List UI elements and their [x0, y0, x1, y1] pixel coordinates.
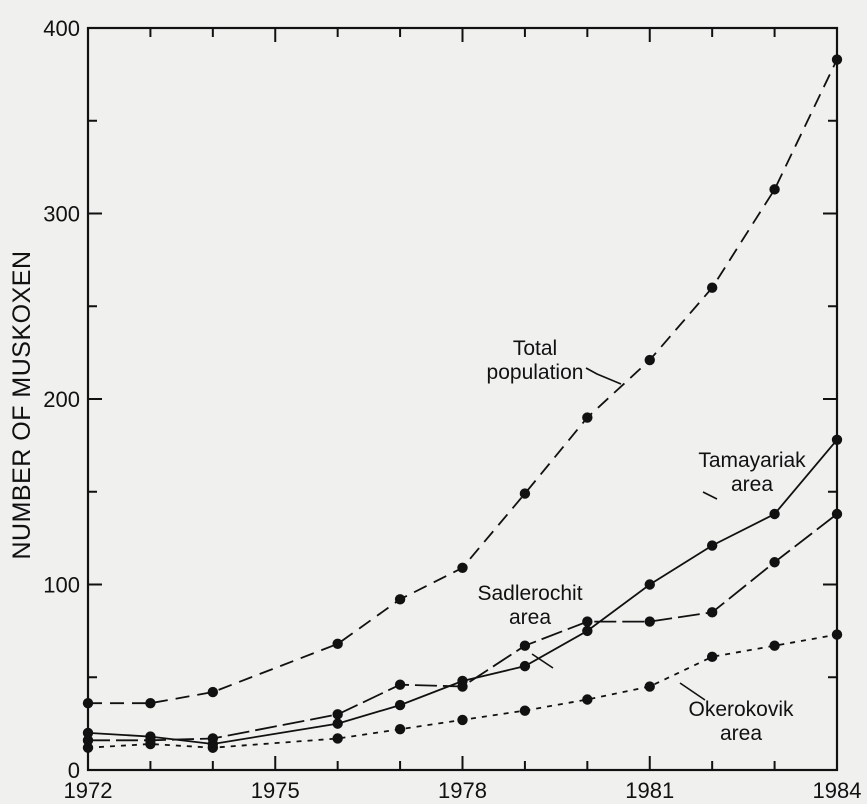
data-point-okerokovik-area: [457, 714, 468, 726]
series-total-population: [82, 54, 843, 709]
plot-frame: [86, 26, 839, 772]
data-point-okerokovik-area: [394, 723, 406, 735]
annotation-leader-line: [702, 491, 718, 500]
data-point-sadlerochit-area: [332, 709, 343, 720]
data-point-okerokovik-area: [332, 733, 343, 744]
annotation-leader-line: [531, 653, 554, 669]
data-point-total-population: [706, 282, 718, 293]
series-okerokovik-area: [82, 629, 843, 753]
data-point-tamayariak-area: [831, 434, 843, 446]
y-tick-label: 100: [43, 573, 80, 598]
x-tick-label: 1978: [438, 778, 487, 803]
data-point-total-population: [769, 184, 780, 195]
data-point-total-population: [145, 698, 156, 709]
data-point-sadlerochit-area: [644, 616, 655, 627]
data-point-tamayariak-area: [769, 508, 780, 520]
data-point-tamayariak-area: [394, 699, 406, 711]
data-point-total-population: [582, 412, 593, 423]
data-point-total-population: [644, 354, 655, 366]
series-group: [82, 54, 843, 753]
data-point-sadlerochit-area: [457, 681, 468, 692]
series-line-total-population: [88, 59, 838, 705]
data-point-okerokovik-area: [519, 705, 531, 716]
data-point-sadlerochit-area: [82, 735, 94, 746]
axes: [86, 26, 839, 772]
y-tick-label: 400: [43, 16, 80, 41]
data-point-total-population: [394, 594, 406, 605]
annotations: TotalpopulationTamayariakareaSadlerochit…: [477, 337, 806, 745]
data-point-tamayariak-area: [82, 727, 94, 739]
data-point-total-population: [332, 638, 343, 650]
x-tick-label: 1984: [813, 778, 862, 803]
data-point-sadlerochit-area: [831, 508, 843, 520]
data-point-okerokovik-area: [145, 738, 156, 750]
data-point-tamayariak-area: [582, 625, 593, 637]
x-tick-label: 1975: [251, 778, 300, 803]
y-tick-label: 0: [68, 758, 80, 783]
data-point-okerokovik-area: [644, 681, 655, 692]
data-point-total-population: [831, 54, 843, 65]
data-point-total-population: [207, 686, 219, 698]
data-point-okerokovik-area: [831, 629, 843, 640]
annotation-text: Total: [513, 337, 557, 360]
annotation-text: Okerokovik: [688, 698, 794, 721]
data-point-total-population: [82, 698, 94, 709]
data-point-okerokovik-area: [582, 694, 593, 705]
data-point-sadlerochit-area: [769, 557, 780, 568]
annotation-text: area: [720, 722, 762, 745]
annotation-text: Tamayariak: [698, 449, 806, 472]
data-point-tamayariak-area: [519, 660, 531, 672]
annotation-text: population: [487, 361, 584, 384]
series-line-okerokovik-area: [87, 633, 838, 749]
tick-labels: 1972 1975 1978 1981 1984 0 100 200 300 400: [43, 16, 861, 803]
data-point-sadlerochit-area: [519, 640, 531, 651]
data-point-total-population: [519, 488, 531, 499]
annotation-text: area: [509, 606, 551, 629]
series-line-tamayariak-area: [87, 439, 838, 745]
data-point-sadlerochit-area: [582, 616, 593, 627]
data-point-okerokovik-area: [706, 651, 718, 663]
data-point-tamayariak-area: [706, 540, 718, 551]
annotation-leader-line: [585, 367, 622, 385]
series-sadlerochit-area: [82, 508, 843, 746]
data-point-okerokovik-area: [82, 742, 94, 753]
data-point-sadlerochit-area: [207, 733, 219, 744]
y-tick-label: 300: [43, 202, 80, 227]
data-point-tamayariak-area: [332, 718, 343, 729]
x-tick-label: 1981: [625, 778, 674, 803]
y-axis-label: NUMBER OF MUSKOXEN: [8, 250, 36, 559]
data-point-tamayariak-area: [644, 579, 655, 590]
series-line-sadlerochit-area: [88, 513, 838, 742]
annotation-leader-line: [679, 682, 706, 701]
data-point-total-population: [457, 562, 468, 574]
y-tick-label: 200: [43, 387, 80, 412]
data-point-okerokovik-area: [207, 742, 219, 753]
ticks: [87, 27, 838, 771]
data-point-sadlerochit-area: [706, 607, 718, 618]
data-point-okerokovik-area: [769, 640, 780, 651]
annotation-text: area: [731, 473, 773, 496]
data-point-sadlerochit-area: [394, 679, 406, 690]
x-tick-label: 1972: [64, 778, 113, 803]
annotation-text: Sadlerochit: [477, 582, 582, 605]
